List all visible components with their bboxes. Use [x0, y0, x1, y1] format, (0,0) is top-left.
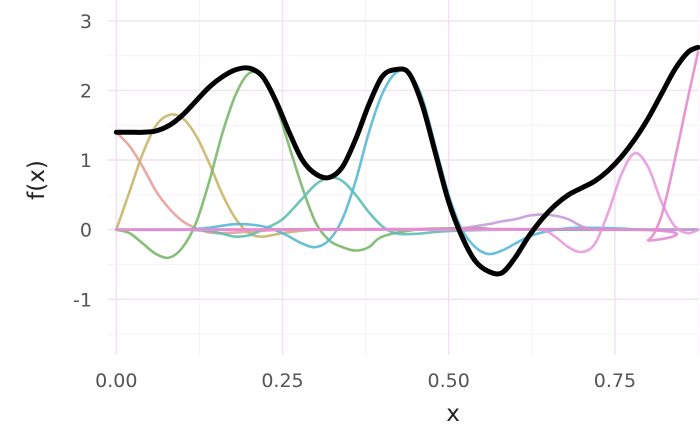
- y-tick-label: 2: [80, 80, 92, 102]
- series-line-2: [115, 113, 700, 238]
- x-axis-title: x: [446, 401, 460, 427]
- y-axis-title: f(x): [24, 160, 50, 200]
- y-tick-label: -1: [73, 289, 92, 311]
- x-tick-label: 0.75: [594, 370, 636, 392]
- x-tick-label: 0.50: [428, 370, 470, 392]
- x-tick-label: 0.25: [261, 370, 303, 392]
- sum-series-line: [113, 44, 700, 277]
- x-tick-label: 0.00: [95, 370, 137, 392]
- x-axis-ticks: 0.00 0.25 0.50 0.75: [95, 370, 636, 392]
- y-axis-ticks: -1 0 1 2 3: [73, 11, 92, 311]
- series-layer: [113, 44, 700, 277]
- series-line-8: [115, 50, 700, 242]
- y-tick-label: 1: [80, 150, 92, 172]
- y-tick-label: 0: [80, 220, 92, 242]
- y-tick-label: 3: [80, 11, 92, 33]
- grid: [108, 0, 699, 355]
- series-line-1: [115, 130, 700, 235]
- series-line-5: [115, 68, 700, 256]
